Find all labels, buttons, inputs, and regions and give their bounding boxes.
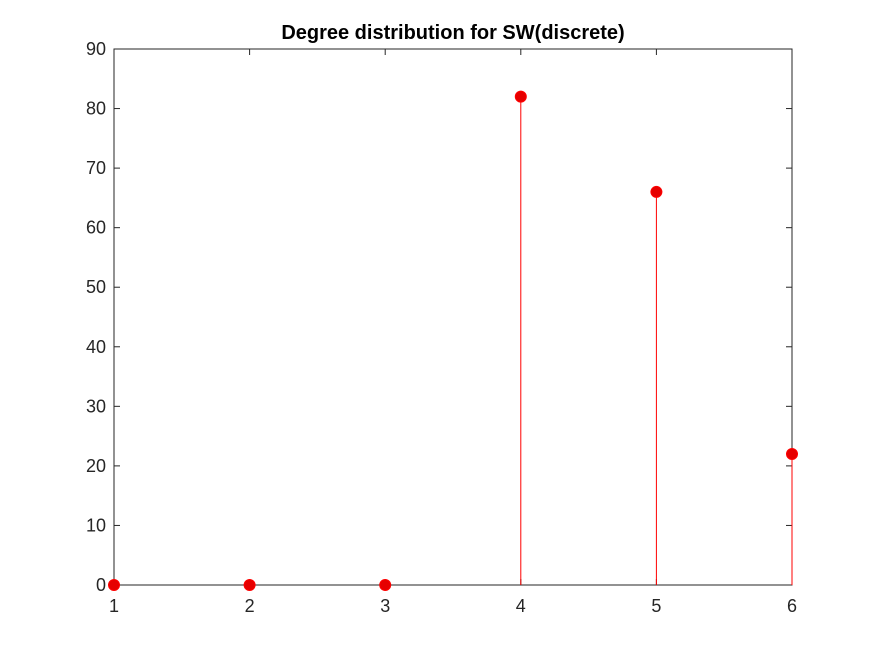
x-tick-label: 6: [787, 596, 797, 616]
stem-marker: [650, 185, 663, 198]
x-tick-label: 2: [245, 596, 255, 616]
y-axis: 0 10 20 30 40 50 60 70 80 90: [86, 39, 792, 595]
y-tick-label: 90: [86, 39, 106, 59]
y-tick-label: 20: [86, 456, 106, 476]
x-tick-label: 1: [109, 596, 119, 616]
plot-area: [113, 48, 793, 586]
x-tick-label: 3: [380, 596, 390, 616]
y-tick-label: 40: [86, 337, 106, 357]
y-tick-label: 30: [86, 396, 106, 416]
stem-marker: [379, 579, 392, 591]
x-tick-label: 5: [651, 596, 661, 616]
x-axis: 1 2 3 4 5 6: [109, 49, 797, 616]
stem-marker: [108, 579, 120, 591]
x-tick-label: 4: [516, 596, 526, 616]
stem-marker: [514, 90, 527, 103]
y-tick-label: 10: [86, 515, 106, 535]
stem-marker: [786, 447, 798, 460]
stem-marker: [243, 579, 256, 591]
y-tick-label: 60: [86, 218, 106, 238]
y-tick-label: 0: [96, 575, 106, 595]
y-tick-label: 50: [86, 277, 106, 297]
y-tick-label: 80: [86, 99, 106, 119]
chart-title: Degree distribution for SW(discrete): [281, 22, 624, 44]
stem-series: [108, 90, 798, 591]
y-tick-label: 70: [86, 158, 106, 178]
